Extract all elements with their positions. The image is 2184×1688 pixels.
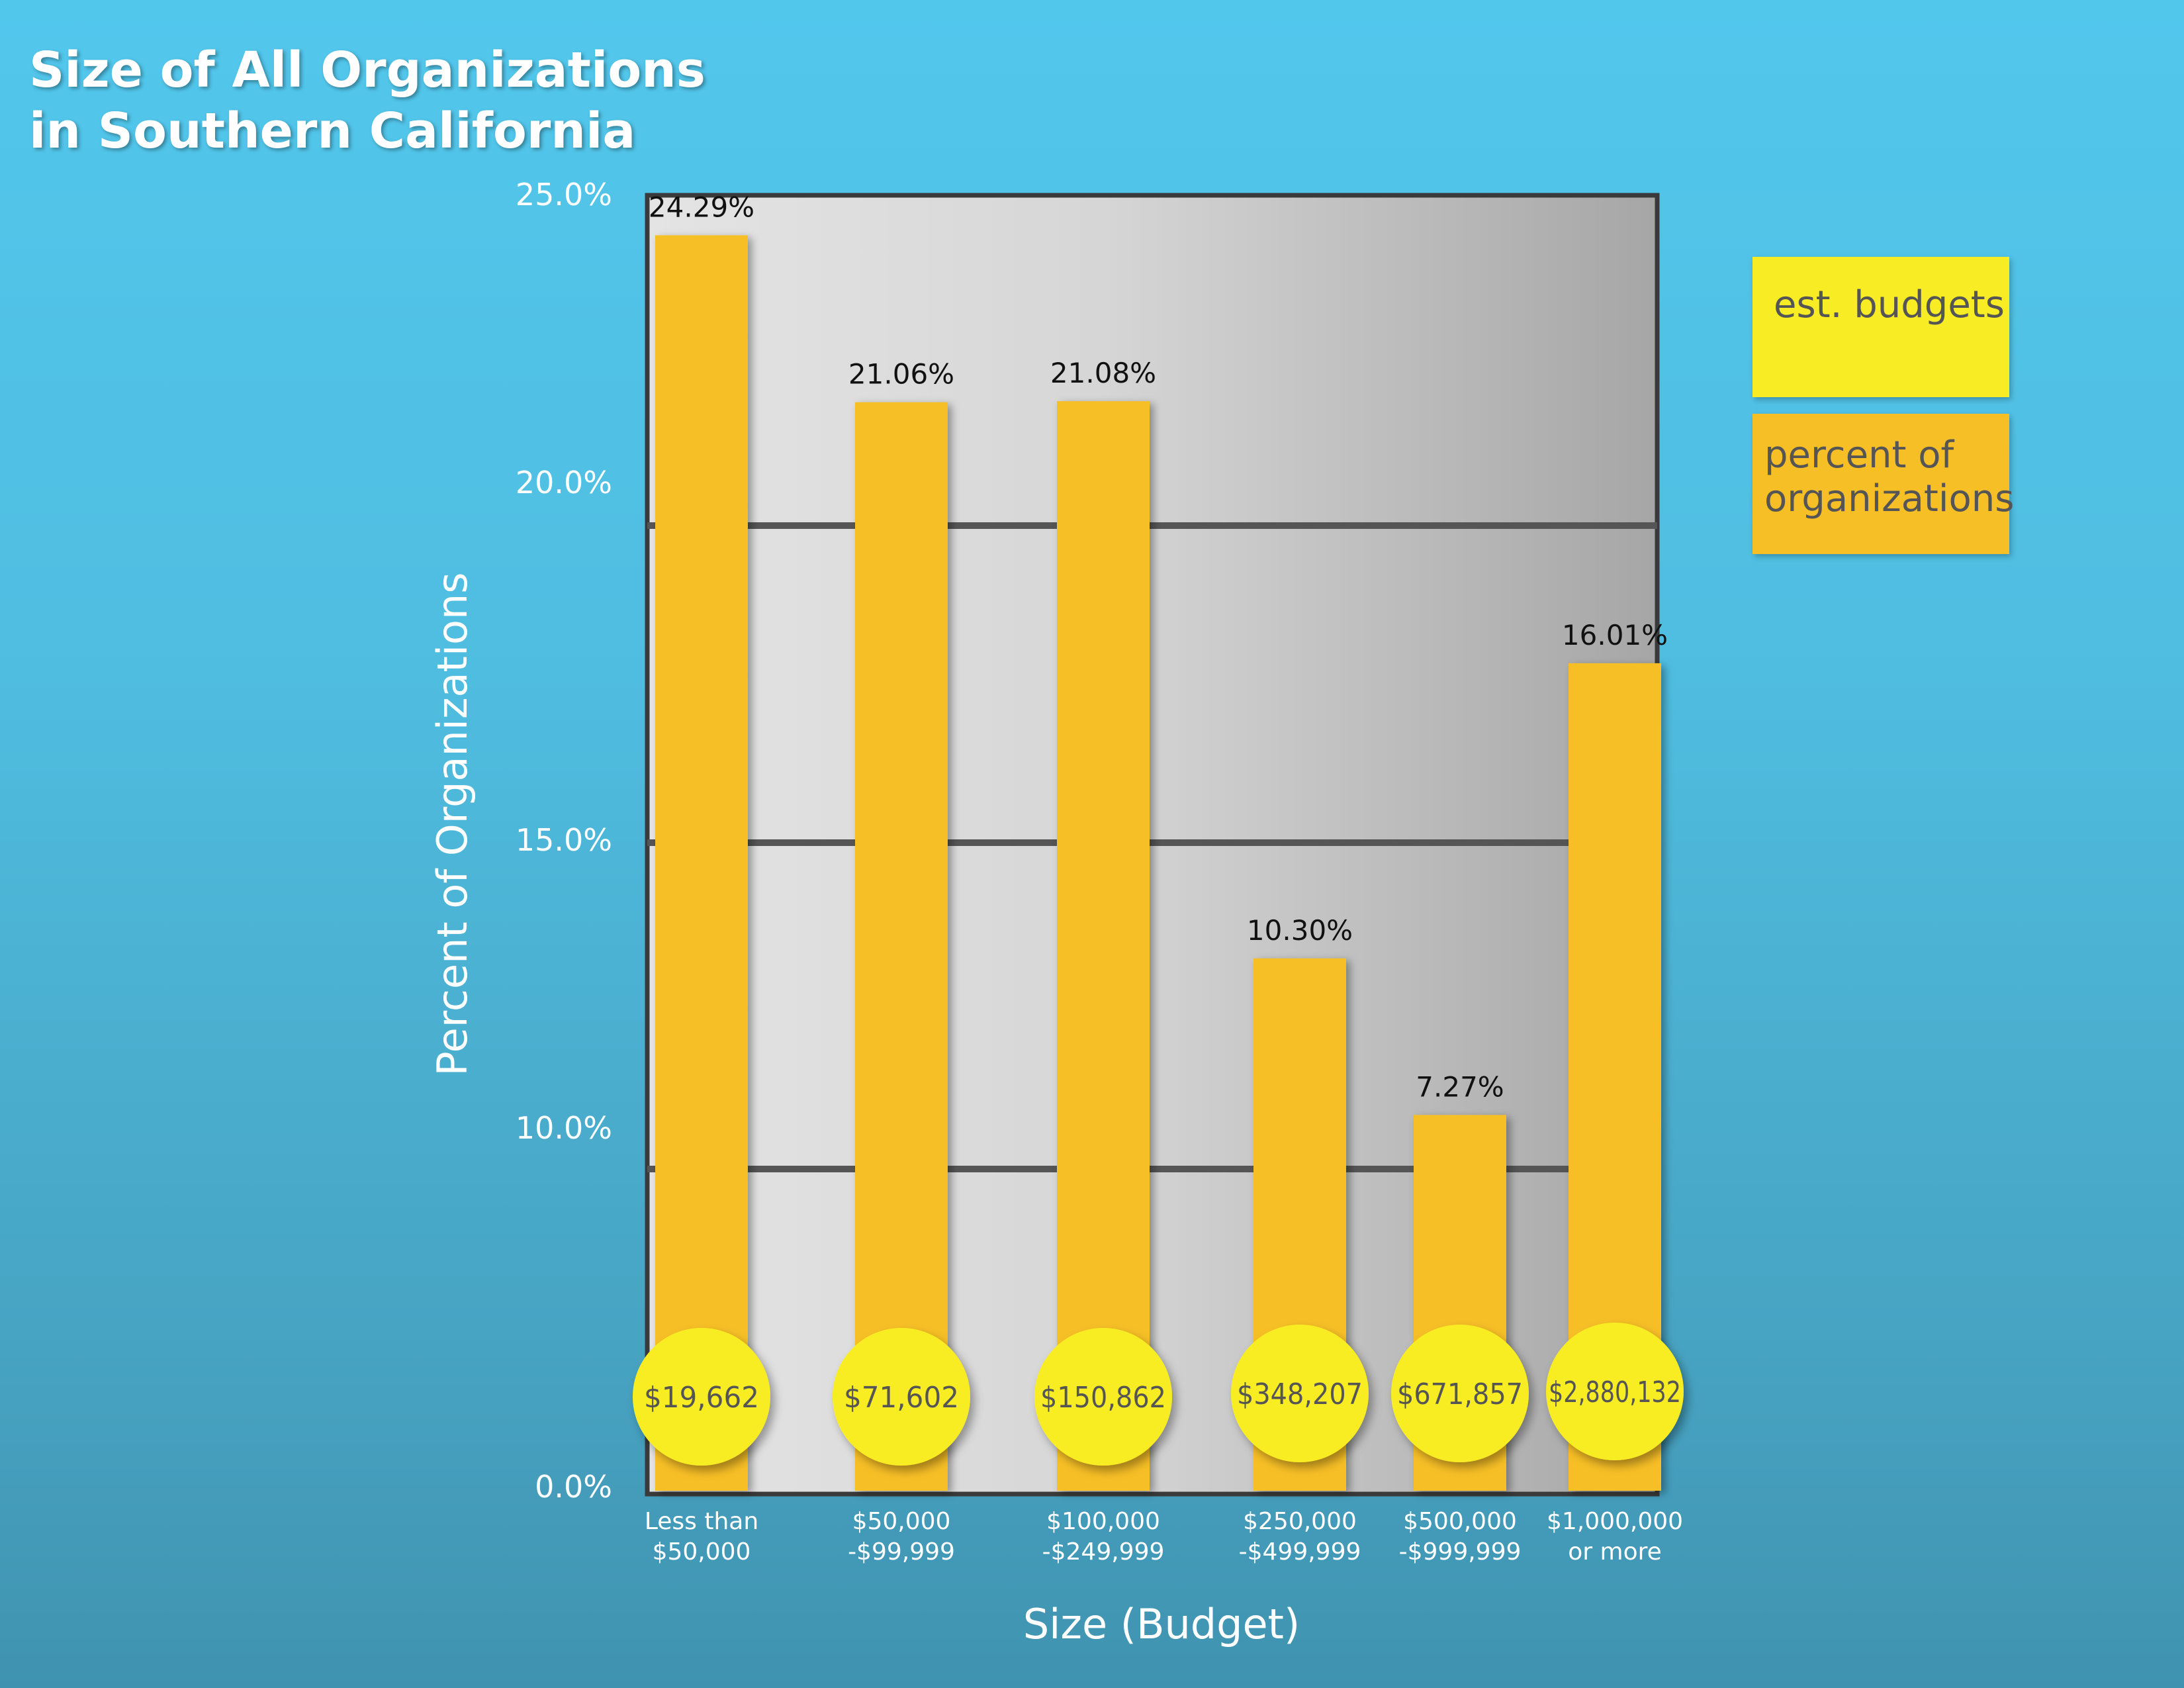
budget-circle	[1391, 1325, 1529, 1462]
bar-value-label: 16.01%	[1562, 619, 1668, 651]
x-tick-label: -$249,999	[1042, 1538, 1165, 1566]
chart-title-line-2: in Southern California	[29, 103, 636, 160]
x-tick-label: $50,000	[852, 1508, 951, 1535]
budget-markers: $19,662 $71,602 $150,862 $348,207 $671,857 $2…	[633, 1323, 1684, 1466]
x-tick-label: -$999,999	[1399, 1538, 1522, 1566]
y-tick-label: 10.0%	[516, 1110, 612, 1146]
budget-label: $19,662	[644, 1381, 759, 1415]
x-tick-label: $1,000,000	[1547, 1508, 1683, 1535]
value-labels: 24.29% 21.06% 21.08% 10.30% 7.27% 16.01%	[649, 191, 1668, 1103]
bar-value-label: 7.27%	[1416, 1070, 1504, 1103]
x-axis-label: Size (Budget)	[1023, 1600, 1300, 1648]
bar	[1057, 401, 1150, 1491]
budget-label: $150,862	[1040, 1381, 1166, 1415]
bar-value-label: 24.29%	[649, 191, 754, 223]
legend-label-est-budgets: est. budgets	[1774, 283, 2005, 326]
y-tick-label: 0.0%	[535, 1469, 612, 1505]
bar-value-label: 21.08%	[1050, 357, 1156, 389]
bar-value-label: 21.06%	[848, 358, 954, 391]
chart-title-line-1: Size of All Organizations	[29, 42, 705, 99]
budget-label: $348,207	[1237, 1378, 1363, 1411]
legend-item-est-budgets: est. budgets	[1752, 257, 2009, 397]
y-tick-label: 25.0%	[516, 177, 612, 212]
budget-label: $2,880,132	[1549, 1376, 1681, 1409]
x-tick-label: -$99,999	[848, 1538, 955, 1566]
legend-label-percent-of-organizations: percent of organizations	[1764, 434, 2015, 520]
budget-label: $71,602	[844, 1381, 959, 1415]
budget-circle	[1546, 1323, 1684, 1460]
x-tick-label: $250,000	[1243, 1508, 1357, 1535]
bar	[855, 402, 948, 1491]
legend-item-percent-of-organizations: percent of organizations	[1752, 414, 2015, 554]
budget-circle	[633, 1328, 770, 1466]
x-axis-ticks: Less than $50,000 $50,000 -$99,999 $100,000 -…	[645, 1508, 1683, 1566]
budget-circle	[833, 1328, 970, 1466]
x-tick-label: Less than	[645, 1508, 758, 1535]
y-axis-label: Percent of Organizations	[428, 572, 477, 1076]
x-tick-label: $100,000	[1046, 1508, 1160, 1535]
bar	[655, 235, 748, 1491]
x-tick-label: $500,000	[1403, 1508, 1517, 1535]
x-tick-label: or more	[1568, 1538, 1662, 1566]
chart-title: Size of All Organizations in Southern Ca…	[29, 40, 705, 162]
budget-label: $671,857	[1397, 1378, 1523, 1411]
x-tick-label: -$499,999	[1239, 1538, 1361, 1566]
y-tick-label: 20.0%	[516, 465, 612, 500]
x-tick-label: $50,000	[653, 1538, 751, 1566]
y-axis-ticks: 0.0% 10.0% 15.0% 20.0% 25.0%	[516, 177, 612, 1505]
budget-circle	[1231, 1325, 1369, 1462]
y-tick-label: 15.0%	[516, 822, 612, 858]
budget-circle	[1034, 1328, 1172, 1466]
bar-value-label: 10.30%	[1247, 914, 1353, 947]
